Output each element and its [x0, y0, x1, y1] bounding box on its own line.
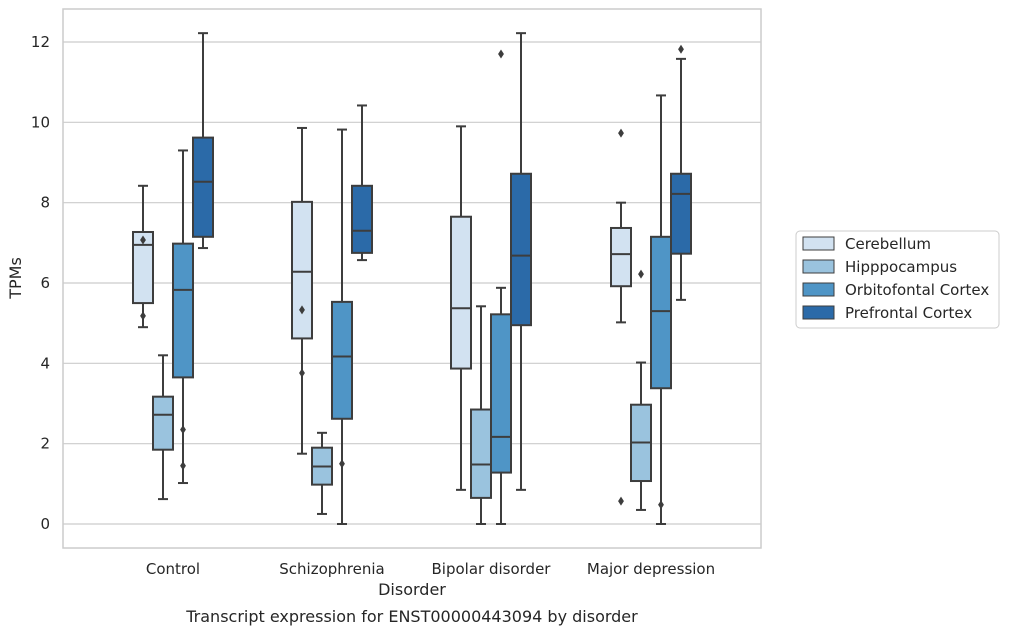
box-prefrontal-cortex — [351, 104, 373, 262]
box-iqr — [650, 235, 672, 390]
legend-label: Hipppocampus — [845, 258, 957, 276]
legend-swatch — [802, 305, 835, 320]
box-iqr — [172, 242, 194, 379]
box-iqr — [152, 395, 174, 451]
box-orbitofontal-cortex — [650, 94, 672, 525]
box-cerebellum — [291, 126, 313, 455]
legend-items: Cerebellum Hipppocampus Orbitofontal Corte… — [802, 235, 989, 322]
y-tick-label: 12 — [31, 33, 50, 51]
box-iqr — [291, 200, 313, 340]
outlier-point — [299, 305, 305, 315]
box-iqr — [670, 172, 692, 255]
outlier-point — [180, 461, 186, 471]
x-tick-label: Schizophrenia — [279, 560, 384, 578]
y-axis-label: TPMs — [6, 257, 25, 300]
box-orbitofontal-cortex — [331, 128, 353, 525]
legend-swatch — [802, 259, 835, 274]
box-iqr — [351, 184, 373, 254]
outlier-point — [638, 269, 644, 279]
box-iqr — [470, 408, 492, 499]
box-iqr — [450, 215, 472, 370]
box-prefrontal-cortex — [670, 44, 692, 301]
box-hipppocampus — [470, 305, 492, 525]
outlier-point — [299, 368, 305, 378]
y-tick-label: 6 — [40, 274, 50, 292]
outlier-point — [618, 496, 624, 506]
box-iqr — [192, 136, 214, 238]
box-hipppocampus — [630, 269, 652, 511]
legend: Cerebellum Hipppocampus Orbitofontal Corte… — [795, 230, 1000, 329]
y-tick-label: 10 — [31, 113, 50, 131]
x-axis-label: Disorder — [378, 580, 446, 599]
outlier-point — [498, 49, 504, 59]
x-tick-label: Bipolar disorder — [432, 560, 552, 578]
outlier-point — [618, 128, 624, 138]
box-hipppocampus — [152, 354, 174, 501]
box-orbitofontal-cortex — [490, 49, 512, 525]
box-cerebellum — [132, 184, 154, 329]
outlier-point — [140, 311, 146, 321]
legend-label: Cerebellum — [845, 235, 931, 253]
box-iqr — [331, 300, 353, 420]
box-hipppocampus — [311, 431, 333, 515]
box-prefrontal-cortex — [192, 32, 214, 250]
outlier-point — [658, 500, 664, 510]
x-axis-ticks: Control Schizophrenia Bipolar disorder Majo… — [146, 560, 715, 578]
box-prefrontal-cortex — [510, 32, 532, 491]
box-iqr — [510, 172, 532, 327]
legend-frame — [795, 230, 1000, 329]
legend-swatch — [802, 236, 835, 251]
box-iqr — [610, 226, 632, 288]
x-tick-label: Major depression — [587, 560, 715, 578]
y-axis-ticks: 0 2 4 6 8 10 12 — [31, 33, 50, 533]
legend-label: Prefrontal Cortex — [845, 304, 972, 322]
legend-label: Orbitofontal Cortex — [845, 281, 989, 299]
box-layer — [132, 32, 692, 525]
chart-caption: Transcript expression for ENST0000044309… — [185, 607, 638, 626]
y-tick-label: 8 — [40, 194, 50, 212]
y-tick-label: 0 — [40, 515, 50, 533]
outlier-point — [339, 459, 345, 469]
box-iqr — [490, 313, 512, 474]
box-cerebellum — [610, 128, 632, 506]
box-orbitofontal-cortex — [172, 149, 194, 485]
legend-swatch — [802, 282, 835, 297]
x-tick-label: Control — [146, 560, 200, 578]
box-iqr — [132, 230, 154, 305]
outlier-point — [180, 425, 186, 435]
box-cerebellum — [450, 125, 472, 491]
outlier-point — [140, 235, 146, 245]
outlier-point — [678, 44, 684, 54]
y-tick-label: 4 — [40, 354, 50, 372]
y-tick-label: 2 — [40, 435, 50, 453]
